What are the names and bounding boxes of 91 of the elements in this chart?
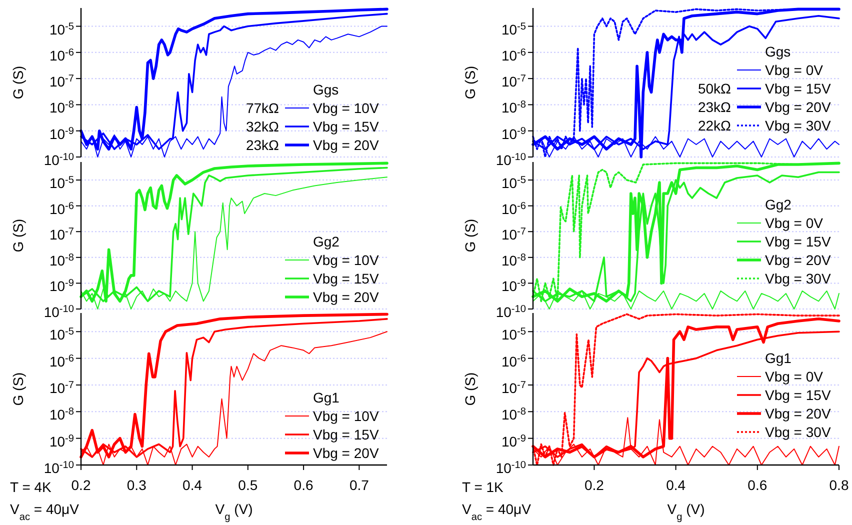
x-axis-title: V$_{g}$ (V)	[215, 501, 253, 522]
legend-label: Vbg = 10V	[313, 252, 380, 268]
y-tick-label: 10$^{-5}$	[501, 174, 526, 192]
annotation: 50kΩ	[698, 80, 731, 96]
legend-label: Vbg = 30V	[765, 118, 832, 134]
y-tick-label: 10$^{-10}$	[496, 304, 526, 320]
y-tick-label: 10$^{-8}$	[49, 406, 74, 423]
y-tick-label: 10$^{-6}$	[501, 46, 526, 64]
y-tick-label: 10$^{-5}$	[501, 20, 526, 38]
legend-label: Vbg = 30V	[765, 270, 832, 286]
legend-label: Vbg = 20V	[765, 252, 832, 268]
y-tick-label: 10$^{-10}$	[44, 460, 74, 476]
x-tick-label: 0.4	[666, 477, 686, 493]
x-tick-label: 0.6	[294, 477, 314, 493]
legend-label: Vbg = 20V	[313, 137, 380, 153]
y-axis-title: G (S)	[10, 218, 26, 252]
y-tick-label: 10$^{-6}$	[49, 46, 74, 64]
x-tick-label: 0.2	[584, 477, 604, 493]
y-axis-title: G (S)	[462, 218, 478, 252]
text: V$_{ac}$ = 40μV	[462, 501, 532, 522]
legend-title: Gg2	[313, 234, 340, 250]
y-tick-label: 10$^{-6}$	[501, 200, 526, 217]
legend-label: Vbg = 15V	[313, 426, 380, 442]
legend-title: Ggs	[313, 82, 339, 98]
y-tick-label: 10$^{-6}$	[501, 352, 526, 370]
legend-label: Vbg = 0V	[765, 215, 824, 231]
y-axis-title: G (S)	[10, 66, 26, 100]
legend-label: Vbg = 10V	[313, 408, 380, 424]
y-tick-label: 10$^{-8}$	[501, 99, 526, 116]
x-tick-label: 0.8	[829, 477, 849, 493]
legend-label: Vbg = 15V	[765, 387, 832, 403]
annotation: 32kΩ	[246, 118, 279, 134]
y-tick-label: 10$^{-7}$	[501, 226, 526, 243]
legend-label: Vbg = 20V	[765, 99, 832, 115]
x-tick-label: 0.5	[238, 477, 258, 493]
text: T = 4K	[10, 479, 52, 495]
legend-label: Vbg = 20V	[313, 445, 380, 461]
y-tick-label: 10$^{-9}$	[501, 432, 526, 450]
legend-label: Vbg = 0V	[765, 62, 824, 78]
y-tick-label: 10$^{-8}$	[501, 252, 526, 268]
legend-label: Vbg = 15V	[765, 80, 832, 96]
y-tick-label: 10$^{-8}$	[501, 406, 526, 423]
legend-title: Gg1	[765, 350, 792, 366]
annotation: 22kΩ	[698, 118, 731, 134]
y-tick-label: 10$^{-6}$	[49, 200, 74, 217]
y-tick-label: 10$^{-10}$	[44, 152, 74, 168]
x-tick-label: 0.2	[71, 477, 91, 493]
y-tick-label: 10$^{-5}$	[49, 326, 74, 343]
x-tick-label: 0.6	[748, 477, 768, 493]
x-tick-label: 0.4	[182, 477, 202, 493]
legend-title: Ggs	[765, 44, 791, 60]
y-tick-label: 10$^{-8}$	[49, 99, 74, 116]
legend-label: Vbg = 15V	[765, 234, 832, 250]
legend-label: Vbg = 30V	[765, 424, 832, 440]
y-tick-label: 10$^{-6}$	[49, 352, 74, 370]
y-tick-label: 10$^{-8}$	[49, 252, 74, 268]
legend-label: Vbg = 20V	[765, 406, 832, 422]
text: T = 1K	[462, 479, 504, 495]
y-tick-label: 10$^{-7}$	[49, 226, 74, 243]
legend-label: Vbg = 20V	[313, 289, 380, 305]
y-tick-label: 10$^{-9}$	[49, 278, 74, 294]
y-tick-label: 10$^{-7}$	[49, 379, 74, 396]
legend-label: Vbg = 0V	[765, 368, 824, 384]
text: V$_{ac}$ = 40μV	[10, 501, 80, 522]
y-tick-label: 10$^{-10}$	[44, 304, 74, 320]
y-tick-label: 10$^{-7}$	[501, 73, 526, 90]
y-tick-label: 10$^{-10}$	[496, 152, 526, 168]
y-tick-label: 10$^{-5}$	[49, 20, 74, 38]
legend-title: Gg1	[313, 390, 340, 406]
y-tick-label: 10$^{-7}$	[49, 73, 74, 90]
y-axis-title: G (S)	[462, 66, 478, 100]
y-tick-label: 10$^{-5}$	[49, 174, 74, 192]
annotation: 23kΩ	[698, 99, 731, 115]
y-tick-label: 10$^{-10}$	[496, 460, 526, 476]
x-tick-label: 0.3	[126, 477, 147, 493]
y-tick-label: 10$^{-7}$	[501, 379, 526, 396]
x-axis-title: V$_{g}$ (V)	[667, 501, 705, 522]
y-tick-label: 10$^{-9}$	[501, 125, 526, 142]
x-tick-label: 0.7	[349, 477, 370, 493]
legend-label: Vbg = 15V	[313, 270, 380, 286]
annotation: 23kΩ	[246, 137, 279, 153]
y-tick-label: 10$^{-9}$	[49, 125, 74, 142]
legend-label: Vbg = 15V	[313, 118, 380, 134]
y-axis-title: G (S)	[10, 372, 26, 406]
y-tick-label: 10$^{-5}$	[501, 326, 526, 343]
y-tick-label: 10$^{-9}$	[501, 278, 526, 294]
legend-label: Vbg = 10V	[313, 100, 380, 116]
legend-title: Gg2	[765, 196, 792, 212]
y-axis-title: G (S)	[462, 372, 478, 406]
y-tick-label: 10$^{-9}$	[49, 432, 74, 450]
annotation: 77kΩ	[246, 100, 279, 116]
